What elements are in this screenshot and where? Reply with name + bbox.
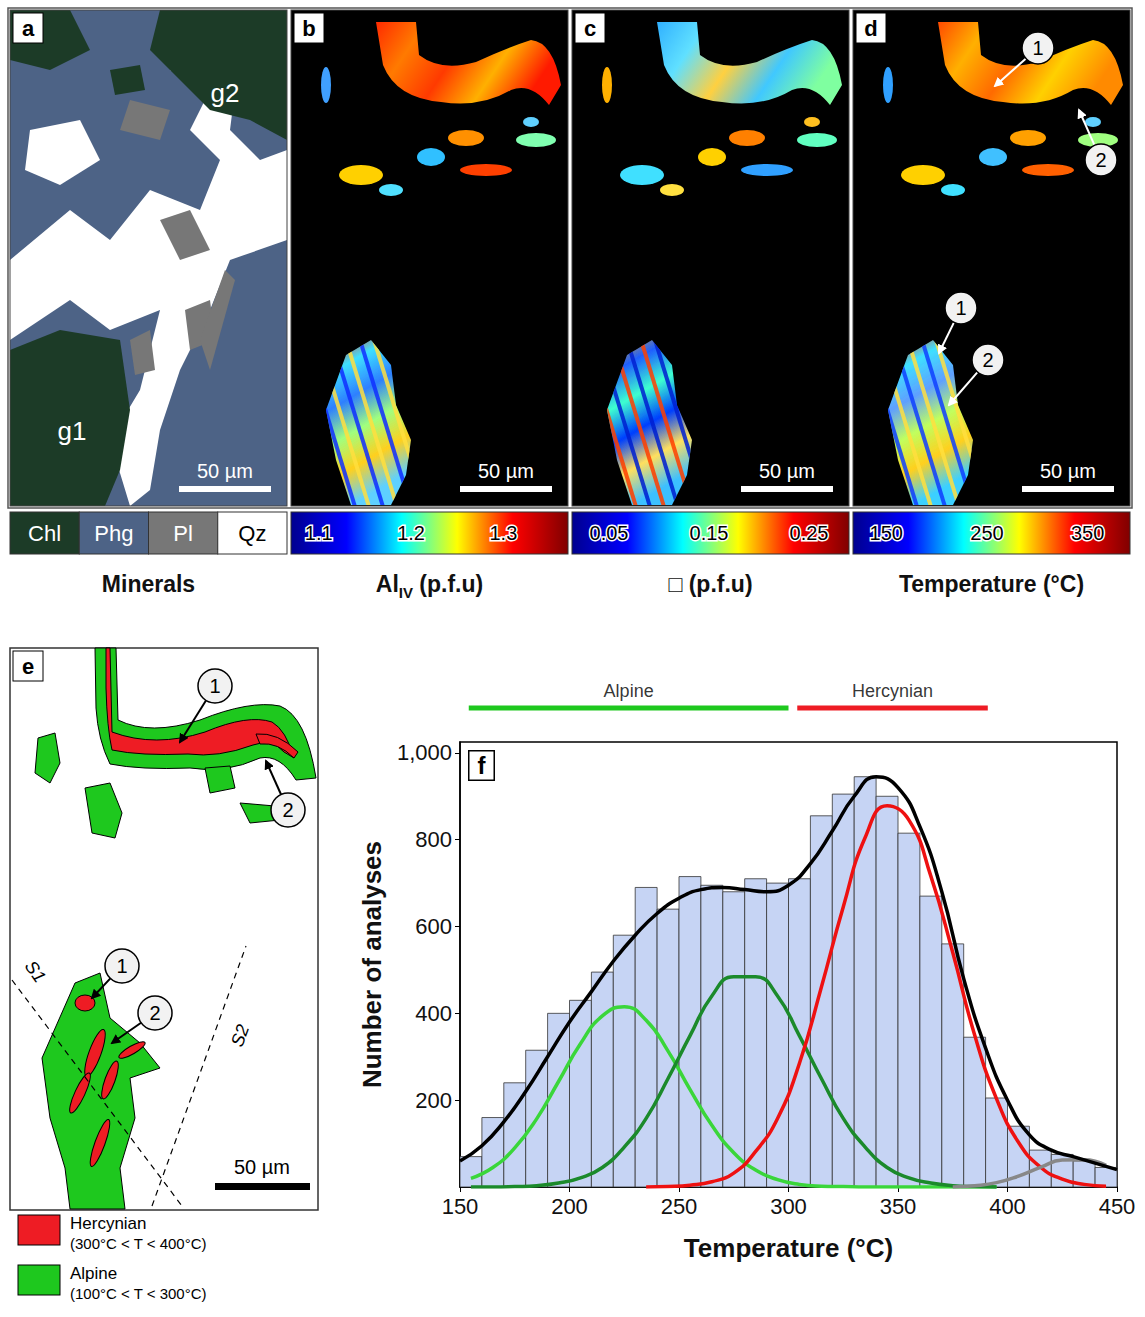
- svg-text:a: a: [22, 16, 35, 41]
- svg-text:Temperature (°C): Temperature (°C): [684, 1233, 893, 1263]
- svg-text:50 µm: 50 µm: [478, 460, 534, 482]
- svg-text:Hercynian: Hercynian: [70, 1214, 147, 1233]
- svg-text:e: e: [22, 654, 34, 679]
- svg-text:b: b: [302, 16, 315, 41]
- svg-text:(300°C < T < 400°C): (300°C < T < 400°C): [70, 1235, 207, 1252]
- svg-text:0.05: 0.05: [590, 522, 629, 544]
- svg-text:Number of analyses: Number of analyses: [357, 841, 387, 1088]
- svg-text:300: 300: [770, 1194, 807, 1219]
- svg-text:800: 800: [415, 827, 452, 852]
- svg-text:2: 2: [1095, 149, 1106, 171]
- svg-text:50 µm: 50 µm: [1040, 460, 1096, 482]
- svg-text:50 µm: 50 µm: [197, 460, 253, 482]
- svg-text:Chl: Chl: [28, 521, 61, 546]
- svg-text:150: 150: [870, 522, 903, 544]
- svg-text:450: 450: [1099, 1194, 1136, 1219]
- svg-text:400: 400: [989, 1194, 1026, 1219]
- svg-text:AlIV (p.f.u): AlIV (p.f.u): [376, 571, 483, 601]
- svg-text:g2: g2: [211, 78, 240, 108]
- svg-text:1: 1: [955, 297, 966, 319]
- svg-text:d: d: [864, 16, 877, 41]
- svg-text:600: 600: [415, 914, 452, 939]
- svg-text:1: 1: [116, 955, 127, 977]
- svg-text:S2: S2: [227, 1022, 253, 1050]
- svg-text:1.3: 1.3: [489, 522, 517, 544]
- svg-text:Alpine: Alpine: [70, 1264, 117, 1283]
- svg-text:Hercynian: Hercynian: [852, 681, 933, 701]
- svg-text:□ (p.f.u): □ (p.f.u): [668, 571, 752, 597]
- svg-text:0.25: 0.25: [790, 522, 829, 544]
- svg-text:1: 1: [1032, 37, 1043, 59]
- svg-text:250: 250: [661, 1194, 698, 1219]
- svg-text:Minerals: Minerals: [102, 571, 195, 597]
- svg-text:Phg: Phg: [94, 521, 133, 546]
- svg-text:2: 2: [982, 349, 993, 371]
- svg-text:f: f: [478, 752, 487, 779]
- svg-text:150: 150: [442, 1194, 479, 1219]
- svg-text:Alpine: Alpine: [604, 681, 654, 701]
- svg-text:Pl: Pl: [173, 521, 193, 546]
- svg-text:Temperature (°C): Temperature (°C): [899, 571, 1084, 597]
- svg-text:(100°C < T < 300°C): (100°C < T < 300°C): [70, 1285, 207, 1302]
- svg-text:250: 250: [970, 522, 1003, 544]
- svg-text:0.15: 0.15: [690, 522, 729, 544]
- svg-text:1.1: 1.1: [305, 522, 333, 544]
- svg-text:200: 200: [415, 1088, 452, 1113]
- svg-text:S1: S1: [21, 957, 50, 987]
- svg-text:1.2: 1.2: [397, 522, 425, 544]
- svg-text:350: 350: [880, 1194, 917, 1219]
- svg-text:200: 200: [551, 1194, 588, 1219]
- svg-text:2: 2: [149, 1002, 160, 1024]
- svg-text:c: c: [584, 16, 596, 41]
- svg-text:50 µm: 50 µm: [234, 1156, 290, 1178]
- svg-text:1,000: 1,000: [397, 740, 452, 765]
- svg-text:g1: g1: [58, 416, 87, 446]
- svg-text:Qz: Qz: [238, 521, 266, 546]
- svg-text:50 µm: 50 µm: [759, 460, 815, 482]
- svg-text:2: 2: [282, 799, 293, 821]
- svg-text:400: 400: [415, 1001, 452, 1026]
- svg-text:350: 350: [1071, 522, 1104, 544]
- svg-text:1: 1: [209, 675, 220, 697]
